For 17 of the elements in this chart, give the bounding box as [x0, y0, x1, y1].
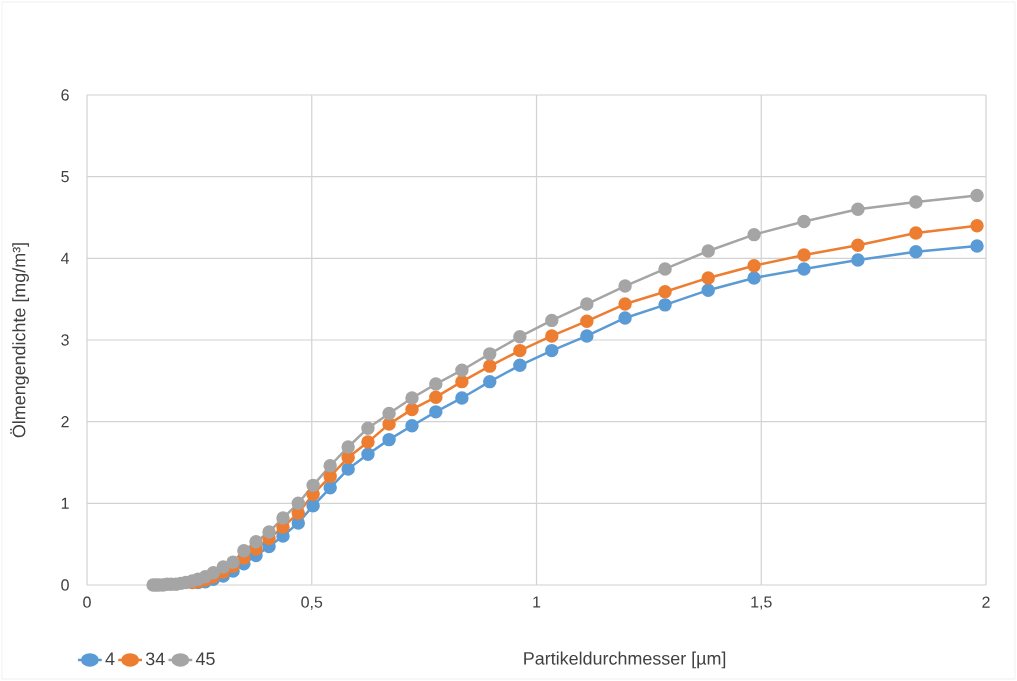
x-tick-label: 1,5: [751, 596, 772, 610]
legend-label: 4: [105, 652, 115, 665]
legend-label: 34: [145, 652, 165, 666]
y-axis-title: Ölmengendichte [mg/m³]: [10, 243, 29, 438]
legend-label: 45: [195, 652, 215, 666]
y-tick-label: 2: [61, 416, 69, 428]
x-tick-label: 2: [982, 596, 990, 608]
x-tick-label: 0,5: [301, 596, 323, 610]
x-tick-label: 0: [83, 596, 91, 608]
y-tick-label: 5: [61, 171, 69, 183]
y-tick-label: 6: [61, 89, 69, 101]
x-tick-label: 1: [533, 596, 541, 608]
x-axis-title: Partikeldurchmesser [µm]: [524, 651, 726, 669]
y-tick-label: 0: [61, 579, 69, 591]
y-tick-label: 3: [61, 334, 69, 346]
y-tick-label: 1: [61, 497, 69, 509]
y-tick-label: 4: [60, 252, 70, 264]
